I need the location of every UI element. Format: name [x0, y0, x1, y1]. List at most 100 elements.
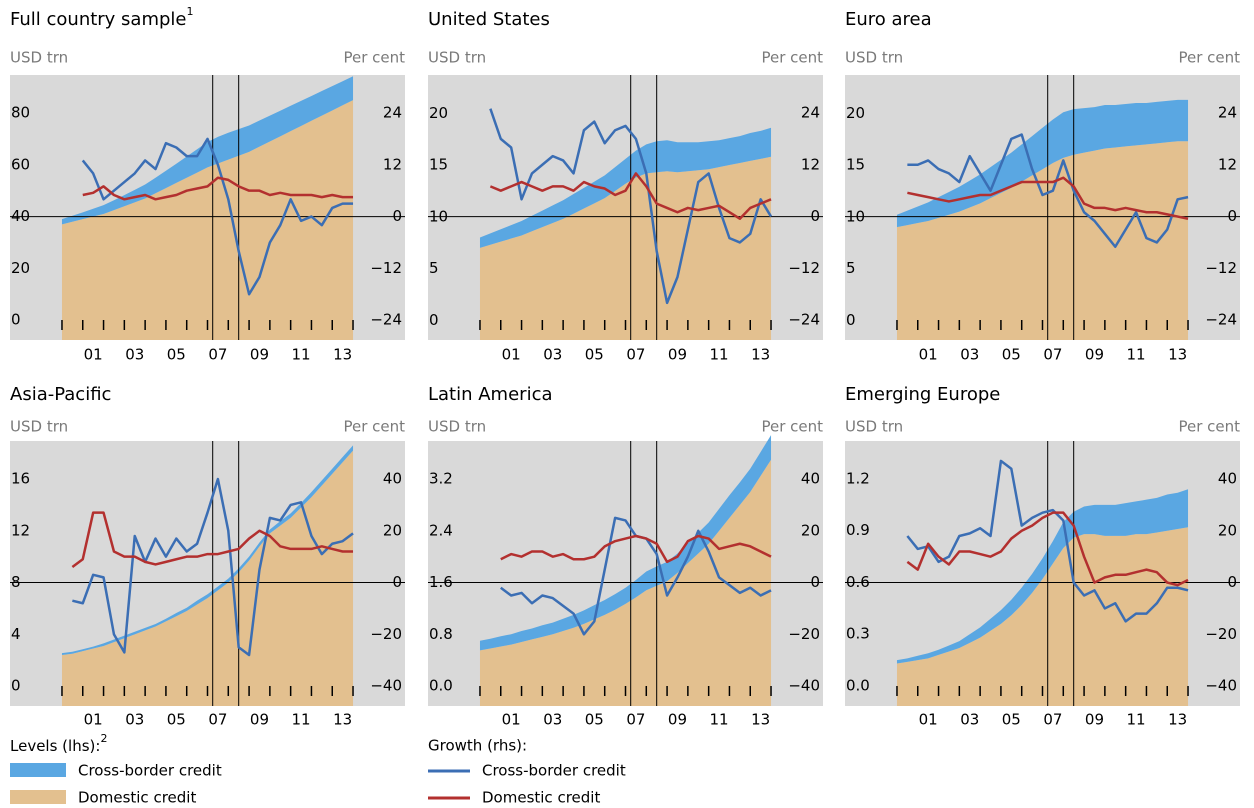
y2-tick-label: 0	[810, 573, 820, 591]
y-tick-label: 16	[11, 470, 30, 488]
y-axis-unit: USD trn	[10, 49, 68, 67]
area	[61, 100, 354, 340]
line	[500, 534, 772, 564]
x-tick-label: 03	[125, 346, 144, 364]
y-tick-label: 5	[846, 259, 856, 277]
y2-tick-label: 40	[383, 470, 402, 488]
x-tick-label: 01	[502, 711, 521, 729]
legend-title-text: Levels (lhs):	[10, 737, 100, 755]
y2-tick-label: 24	[383, 103, 402, 121]
x-tick-label: 01	[84, 346, 103, 364]
panel: Emerging Europe USD trn Per cent 0.0 0.3 0.6 0…	[845, 384, 1240, 729]
x-tick-label: 05	[585, 711, 604, 729]
y-tick-label: 0	[846, 311, 856, 329]
y2-axis-unit: Per cent	[761, 418, 823, 436]
line	[72, 477, 354, 657]
x-tick-label: 05	[1002, 711, 1021, 729]
panel-title: Full country sample1	[10, 5, 194, 30]
y2-tick-label: 20	[1218, 521, 1237, 539]
y2-tick-label: 0	[1227, 573, 1237, 591]
x-tick-label: 13	[751, 711, 770, 729]
line	[906, 511, 1189, 587]
area	[896, 489, 1189, 664]
line	[82, 176, 354, 201]
y2-tick-label: −20	[1205, 625, 1237, 643]
y-tick-label: 3.2	[429, 470, 453, 488]
y2-tick-label: 40	[1218, 470, 1237, 488]
y-tick-label: 60	[11, 155, 30, 173]
y2-tick-label: −20	[370, 625, 402, 643]
x-tick-label: 09	[668, 711, 687, 729]
y2-tick-label: 24	[1218, 103, 1237, 121]
x-tick-label: 13	[1168, 346, 1187, 364]
legend-title: Levels (lhs):2	[10, 732, 107, 755]
y-tick-label: 0	[11, 677, 21, 695]
footnote-mark: 2	[100, 732, 107, 745]
y2-tick-label: −24	[370, 311, 402, 329]
y2-tick-label: −40	[1205, 677, 1237, 695]
panel: Asia-Pacific USD trn Per cent 0 4 8 12 16 −40 −20…	[10, 384, 405, 729]
x-tick-label: 07	[626, 346, 645, 364]
y-tick-label: 80	[11, 104, 30, 122]
area	[896, 141, 1189, 340]
y2-tick-label: −24	[788, 311, 820, 329]
x-tick-label: 13	[333, 346, 352, 364]
y-tick-label: 0.9	[846, 521, 870, 539]
panel-title-text: United States	[428, 9, 550, 30]
panel-title-text: Asia-Pacific	[10, 384, 111, 405]
panel-title: United States	[428, 9, 550, 30]
panel-title-text: Euro area	[845, 9, 932, 30]
panel-title: Asia-Pacific	[10, 384, 111, 405]
x-tick-label: 11	[1127, 346, 1146, 364]
y2-tick-label: 12	[801, 155, 820, 173]
x-tick-label: 07	[626, 711, 645, 729]
x-tick-label: 09	[1085, 711, 1104, 729]
x-tick-label: 07	[208, 346, 227, 364]
x-tick-label: 03	[960, 346, 979, 364]
y-tick-label: 0	[429, 311, 439, 329]
y-tick-label: 20	[11, 259, 30, 277]
y2-tick-label: −40	[370, 677, 402, 695]
legend-label: Domestic credit	[482, 789, 600, 807]
area	[61, 76, 354, 225]
x-tick-label: 01	[84, 711, 103, 729]
y2-tick-label: 12	[1218, 155, 1237, 173]
line	[907, 176, 1189, 220]
x-tick-label: 11	[292, 711, 311, 729]
y2-tick-label: 40	[801, 470, 820, 488]
y2-tick-label: −12	[788, 259, 820, 277]
y2-axis-unit: Per cent	[761, 49, 823, 67]
y2-tick-label: 0	[392, 207, 402, 225]
x-tick-label: 03	[125, 711, 144, 729]
y-tick-label: 10	[429, 207, 448, 225]
y-tick-label: 1.2	[846, 469, 870, 487]
y2-axis-unit: Per cent	[343, 418, 405, 436]
y2-tick-label: −12	[1205, 259, 1237, 277]
y-axis-unit: USD trn	[845, 418, 903, 436]
legend-label: Domestic credit	[78, 789, 196, 807]
panel-title: Emerging Europe	[845, 384, 1000, 405]
x-tick-label: 13	[333, 711, 352, 729]
area	[896, 99, 1189, 228]
x-tick-label: 01	[502, 346, 521, 364]
area	[61, 450, 354, 706]
y2-tick-label: −40	[788, 677, 820, 695]
y-tick-label: 8	[11, 573, 21, 591]
y-tick-label: 20	[429, 104, 448, 122]
legend-title: Growth (rhs):	[428, 737, 527, 755]
panel-title-text: Full country sample	[10, 9, 187, 30]
y-tick-label: 0.0	[846, 676, 870, 694]
line	[907, 133, 1189, 249]
area	[479, 127, 772, 248]
x-tick-label: 07	[1043, 346, 1062, 364]
y-tick-label: 15	[846, 156, 865, 174]
y-tick-label: 40	[11, 207, 30, 225]
y-tick-label: 10	[846, 207, 865, 225]
x-tick-label: 13	[1168, 711, 1187, 729]
y-axis-unit: USD trn	[428, 49, 486, 67]
legend-swatch	[10, 763, 66, 777]
area	[896, 527, 1189, 706]
legend-label: Cross-border credit	[482, 762, 626, 780]
